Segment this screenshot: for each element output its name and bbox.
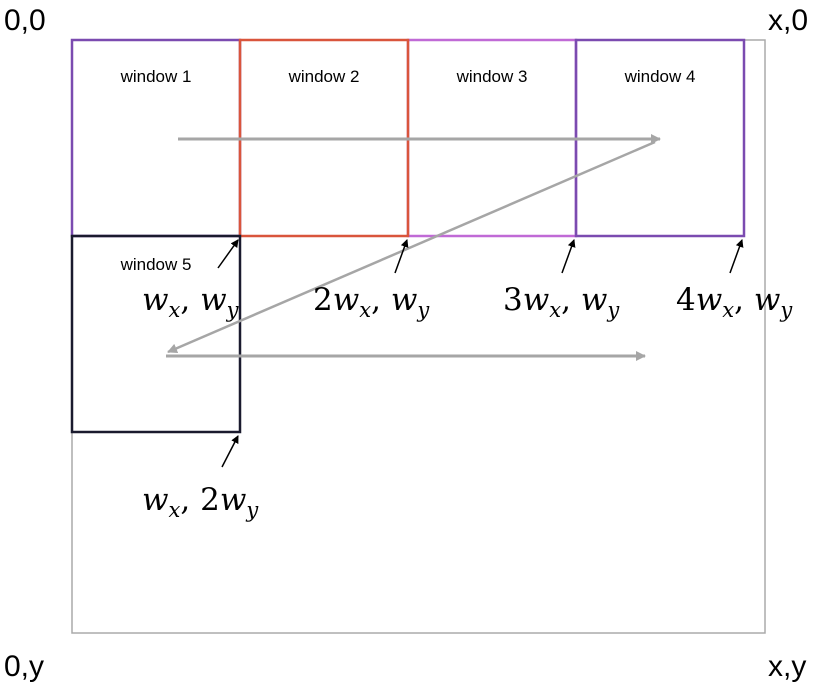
coord-4-sep: , [734,282,754,318]
coord-label-3: 3wx, wy [503,282,620,322]
coord-1-sub-y: y [226,298,240,322]
window-5-box [70,234,242,434]
coord-2-sep: , [371,282,391,318]
coord-5-sep: , [180,482,200,518]
coord-1-sub-x: x [169,298,181,322]
corner-label-bottom-left: 0,y [4,650,44,683]
coord-5-sub-x: x [169,498,181,522]
coord-4-sub-x: x [722,298,734,322]
coord-2-var-x: w [333,282,360,318]
coord-label-4: 4wx, wy [676,282,793,322]
coord-3-sep: , [561,282,581,318]
pointer-arrow-1 [217,239,239,269]
coord-3-sub-x: x [549,298,561,322]
coord-5-var-y: w [220,482,247,518]
coord-label-5: wx, 2wy [142,482,259,522]
coord-3-coef-x: 3 [503,282,523,318]
window-4-label: window 4 [624,67,696,86]
coord-5-coef-y: 2 [200,482,220,518]
coord-2-coef-x: 2 [313,282,333,318]
coord-label-2: 2wx, wy [313,282,430,322]
pointer-arrow-4 [729,239,744,274]
scan-arrow-return [167,140,656,354]
window-2-label: window 2 [288,67,360,86]
corner-label-top-left: 0,0 [4,4,46,37]
coord-4-coef-x: 4 [676,282,696,318]
coord-5-sub-y: y [245,498,259,522]
coord-2-sub-y: y [416,298,430,322]
window-1-label: window 1 [120,67,192,86]
coord-4-var-x: w [696,282,723,318]
coord-3-var-y: w [581,282,608,318]
window-5-label: window 5 [120,255,192,274]
pointer-arrow-2 [394,239,409,274]
coord-5-var-x: w [142,482,169,518]
pointer-arrow-3 [561,239,576,274]
coord-4-var-y: w [754,282,781,318]
corner-label-bottom-right: x,y [768,650,806,683]
window-3-label: window 3 [456,67,528,86]
coord-1-var-y: w [200,282,227,318]
coord-1-sep: , [180,282,200,318]
coord-2-sub-x: x [359,298,371,322]
corner-label-top-right: x,0 [768,4,808,37]
coord-2-var-y: w [391,282,418,318]
coord-1-var-x: w [142,282,169,318]
coord-3-var-x: w [523,282,550,318]
coord-label-1: wx, wy [142,282,240,322]
image-canvas-border [71,39,766,634]
coord-3-sub-y: y [606,298,620,322]
pointer-arrow-5 [221,435,239,468]
coord-4-sub-y: y [779,298,793,322]
